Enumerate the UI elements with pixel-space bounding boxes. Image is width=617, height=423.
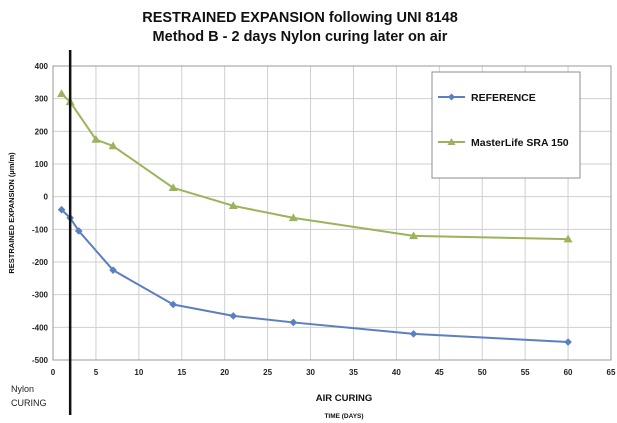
legend-marker-masterlife — [447, 138, 456, 145]
x-tick-label: 55 — [521, 368, 530, 377]
y-tick-label: -500 — [32, 356, 49, 365]
legend-marker-reference — [448, 93, 455, 101]
series-reference — [57, 205, 572, 346]
chart-subtitle: Method B - 2 days Nylon curing later on … — [153, 29, 448, 45]
y-tick-label: -300 — [32, 291, 49, 300]
data-point-reference — [409, 330, 418, 338]
plot-frame — [52, 65, 612, 361]
series-masterlife-sra-150 — [57, 89, 573, 243]
data-point-reference — [57, 205, 66, 214]
x-tick-label: 0 — [51, 368, 56, 377]
x-tick-label: 45 — [435, 368, 444, 377]
y-tick-label: 300 — [35, 95, 49, 104]
legend-label-masterlife: MasterLife SRA 150 — [471, 137, 569, 149]
data-point-reference — [169, 300, 177, 309]
x-tick-label: 65 — [607, 368, 616, 377]
curing-label-nylon: Nylon — [11, 384, 34, 394]
y-tick-label: 0 — [44, 193, 49, 202]
data-point-masterlife-sra-150 — [91, 135, 101, 143]
y-tick-label: 100 — [35, 160, 49, 169]
y-tick-label: 200 — [35, 127, 49, 136]
data-point-masterlife-sra-150 — [108, 141, 118, 150]
x-tick-label: 15 — [177, 368, 186, 377]
x-tick-label: 50 — [478, 368, 487, 377]
data-point-masterlife-sra-150 — [409, 231, 419, 240]
x-tick-label: 30 — [306, 368, 315, 377]
data-point-reference — [229, 312, 238, 320]
x-tick-label: 10 — [134, 368, 143, 377]
data-point-masterlife-sra-150 — [288, 213, 298, 222]
x-tick-label: 60 — [564, 368, 573, 377]
x-tick-label: 20 — [220, 368, 229, 377]
legend: REFERENCE MasterLife SRA 150 — [431, 71, 581, 179]
chart-title: RESTRAINED EXPANSION following UNI 8148 — [142, 10, 458, 26]
y-tick-label: -400 — [32, 323, 49, 332]
legend-box — [431, 71, 581, 179]
x-tick-label: 35 — [349, 368, 358, 377]
data-point-reference — [289, 318, 298, 327]
x-tick-label: 5 — [94, 368, 99, 377]
data-point-masterlife-sra-150 — [168, 183, 178, 192]
x-axis-label: AIR CURING — [316, 393, 372, 404]
data-point-reference — [109, 266, 117, 274]
data-point-masterlife-sra-150 — [57, 89, 67, 97]
series-layer — [57, 89, 573, 346]
y-tick-label: -200 — [32, 258, 49, 267]
x-tick-label: 25 — [263, 368, 272, 377]
x-tick-label: 40 — [392, 368, 401, 377]
data-point-reference — [74, 227, 83, 235]
data-point-masterlife-sra-150 — [228, 201, 238, 210]
y-axis-ticks: -500 -400 -300 -200 -100 0 100 200 300 400 — [32, 62, 49, 365]
x-axis-sublabel: TIME (DAYS) — [324, 413, 363, 420]
curing-label-curing: CURING — [11, 398, 47, 408]
y-axis-label: RESTRAINED EXPANSION (µm/m) — [7, 152, 16, 274]
data-point-reference — [564, 338, 572, 346]
legend-label-reference: REFERENCE — [471, 92, 536, 104]
y-tick-label: 400 — [35, 62, 49, 71]
y-tick-label: -100 — [32, 225, 49, 234]
data-point-masterlife-sra-150 — [563, 234, 573, 243]
x-axis-ticks: 0 5 10 15 20 25 30 35 40 45 50 55 60 65 — [51, 368, 616, 377]
